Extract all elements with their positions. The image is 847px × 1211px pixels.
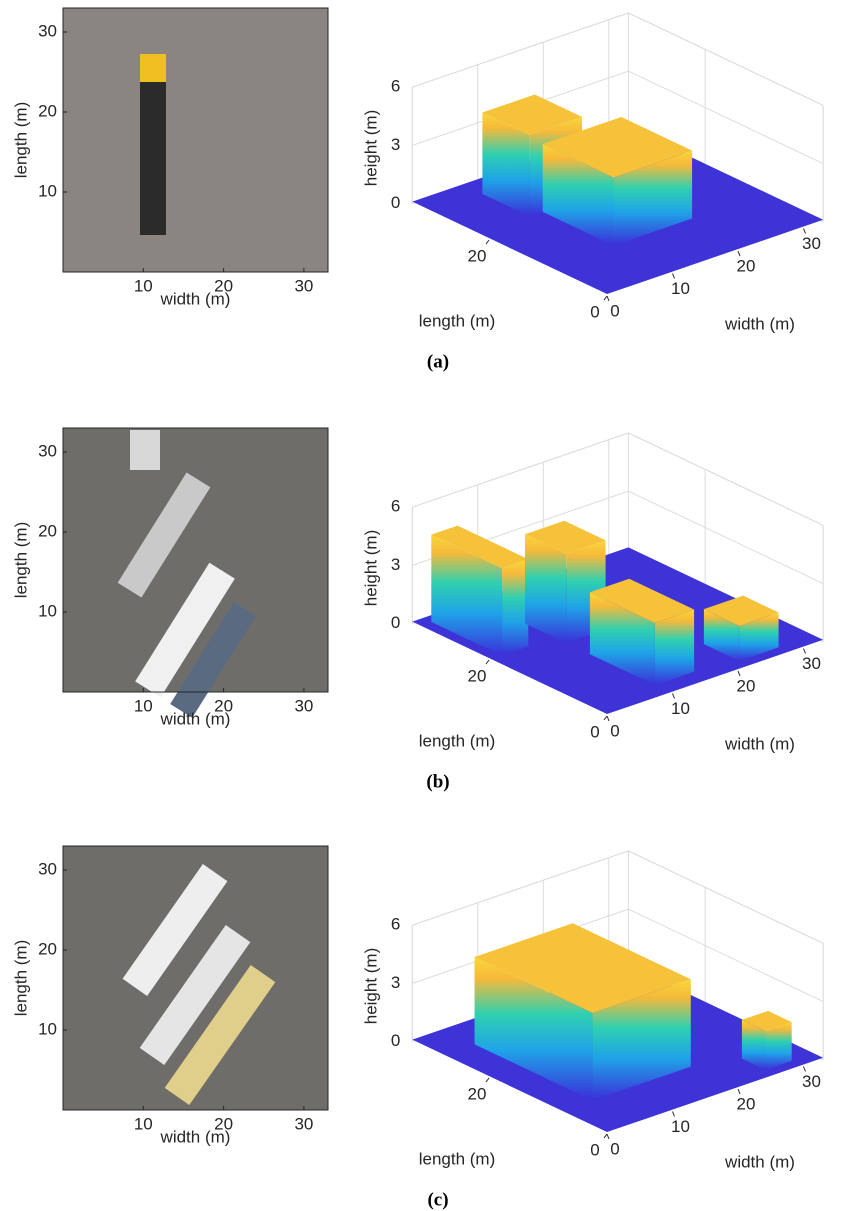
width-tick [738, 251, 740, 256]
width-tick-label: 10 [671, 279, 690, 298]
x-tick-label: 10 [134, 1114, 153, 1133]
width-axis-label: width (m) [724, 734, 795, 753]
width-tick-label: 20 [737, 1094, 756, 1113]
aerial-photo [63, 8, 328, 272]
x-axis-label: width (m) [160, 1127, 231, 1146]
length-axis-label: length (m) [419, 1149, 496, 1168]
grid-line [628, 13, 823, 105]
z-tick-label: 6 [391, 77, 400, 96]
grid-line [412, 433, 628, 507]
width-tick [673, 1112, 675, 1117]
caption: (a) [427, 351, 449, 372]
y-tick-label: 20 [38, 939, 57, 958]
width-tick [673, 694, 675, 699]
z-tick-label: 3 [391, 135, 400, 154]
z-tick-label: 6 [391, 497, 400, 516]
aerial-photo [63, 428, 328, 692]
grid-line [628, 851, 823, 943]
length-tick-label: 20 [468, 246, 487, 265]
z-tick-label: 3 [391, 973, 400, 992]
y-tick-label: 10 [38, 1019, 57, 1038]
y-tick-label: 30 [38, 441, 57, 460]
y-tick-label: 20 [38, 101, 57, 120]
x-tick-label: 10 [134, 276, 153, 295]
length-tick-label: 20 [468, 666, 487, 685]
width-tick-label: 30 [802, 1072, 821, 1091]
width-tick-label: 30 [802, 234, 821, 253]
length-tick-label: 0 [590, 302, 599, 321]
length-tick [486, 660, 489, 664]
width-tick [804, 649, 806, 654]
width-tick [607, 716, 609, 721]
width-tick [607, 296, 609, 301]
width-tick [607, 1134, 609, 1139]
width-tick-label: 10 [671, 1117, 690, 1136]
y-axis-label: length (m) [11, 102, 30, 179]
grid-line [628, 433, 823, 525]
length-tick [604, 296, 607, 300]
panel: 10 20 30 10 20 30 width (m) length (m) 0 3 6 0 10 20 3… [11, 428, 823, 792]
y-tick-label: 20 [38, 521, 57, 540]
x-tick-label: 30 [294, 276, 313, 295]
z-tick-label: 3 [391, 555, 400, 574]
panel: 10 20 30 10 20 30 width (m) length (m) 0 3 6 0 10 20 3… [11, 846, 823, 1210]
z-axis-label: height (m) [361, 530, 380, 607]
y-tick-label: 30 [38, 859, 57, 878]
truck-cab [140, 54, 166, 82]
width-tick [804, 1067, 806, 1072]
length-tick [486, 240, 489, 244]
x-axis-label: width (m) [160, 709, 231, 728]
length-tick [604, 1134, 607, 1138]
width-tick [738, 1089, 740, 1094]
width-tick-label: 20 [737, 256, 756, 275]
surface [502, 559, 528, 655]
panel: 10 20 30 10 20 30 width (m) length (m) 0 3 6 0 10 20 3… [11, 8, 823, 372]
x-axis-label: width (m) [160, 289, 231, 308]
z-axis-label: height (m) [361, 948, 380, 1025]
y-tick-label: 30 [38, 21, 57, 40]
z-axis-label: height (m) [361, 110, 380, 187]
length-axis-label: length (m) [419, 311, 496, 330]
y-tick-label: 10 [38, 181, 57, 200]
z-tick-label: 6 [391, 915, 400, 934]
width-axis-label: width (m) [724, 1152, 795, 1171]
width-tick-label: 30 [802, 654, 821, 673]
width-tick [804, 229, 806, 234]
grid-line [412, 851, 628, 925]
caption: (b) [426, 771, 449, 792]
width-tick-label: 0 [610, 1139, 619, 1158]
page: 102030102030width (m)length (m)036010203… [0, 0, 847, 1211]
y-axis-label: length (m) [11, 522, 30, 599]
y-tick-label: 10 [38, 601, 57, 620]
length-tick [604, 716, 607, 720]
z-tick-label: 0 [391, 193, 400, 212]
x-tick-label: 30 [294, 696, 313, 715]
vehicle [130, 430, 160, 470]
width-axis-label: width (m) [724, 314, 795, 333]
grid-line [412, 13, 628, 87]
length-tick-label: 0 [590, 1140, 599, 1159]
y-axis-label: length (m) [11, 940, 30, 1017]
width-tick-label: 20 [737, 676, 756, 695]
width-tick-label: 10 [671, 699, 690, 718]
length-tick [486, 1078, 489, 1082]
z-tick-label: 0 [391, 613, 400, 632]
length-axis-label: length (m) [419, 731, 496, 750]
length-tick-label: 20 [468, 1084, 487, 1103]
width-tick [673, 274, 675, 279]
z-tick-label: 0 [391, 1031, 400, 1050]
width-tick [738, 671, 740, 676]
x-tick-label: 30 [294, 1114, 313, 1133]
width-tick-label: 0 [610, 301, 619, 320]
x-tick-label: 10 [134, 696, 153, 715]
caption: (c) [427, 1189, 448, 1210]
figure: 102030102030width (m)length (m)036010203… [0, 0, 847, 1211]
width-tick-label: 0 [610, 721, 619, 740]
length-tick-label: 0 [590, 722, 599, 741]
